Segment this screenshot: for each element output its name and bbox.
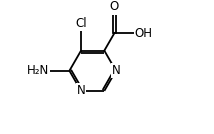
Text: N: N xyxy=(77,84,85,97)
Text: N: N xyxy=(111,64,120,77)
Text: OH: OH xyxy=(135,27,153,40)
Text: O: O xyxy=(110,0,119,13)
Text: Cl: Cl xyxy=(75,17,87,30)
Text: H₂N: H₂N xyxy=(27,64,49,77)
